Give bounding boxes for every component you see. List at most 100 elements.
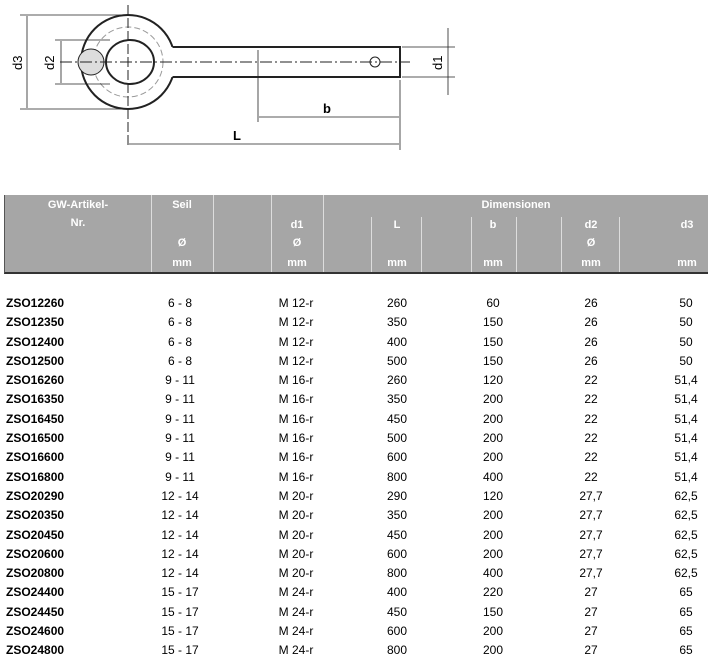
cell-d3: 65 [679,643,693,658]
cell-art: ZSO12260 [6,296,65,310]
cell-d2: 27 [584,585,598,600]
header-art: GW-Artikel- [47,199,109,211]
cell-art: ZSO20600 [6,546,65,561]
cell-d2: 26 [584,296,598,310]
cell-d1: M 24-r [278,624,314,639]
cell-L: 800 [386,643,408,658]
cell-d1: M 12-r [278,334,314,349]
cell-seil: 6 - 8 [167,296,192,310]
cell-d3: 51,4 [674,411,698,426]
cell-L: 260 [386,373,408,388]
header-d2-mm: mm [581,257,601,269]
cell-art: ZSO12500 [6,353,65,368]
cell-d2: 27 [584,643,598,658]
cell-L: 350 [386,392,408,407]
table-row: ZSO20800 12 - 14 M 20-r 800 400 27,7 62,5 [0,563,708,582]
table-row: ZSO12400 6 - 8 M 12-r 400 150 26 50 [0,332,708,351]
cell-d2: 22 [584,373,598,388]
cell-b: 200 [482,643,504,658]
cell-d2: 27 [584,624,598,639]
table-row: ZSO16800 9 - 11 M 16-r 800 400 22 51,4 [0,467,708,486]
cell-seil: 12 - 14 [161,488,199,503]
cell-L: 260 [386,296,408,310]
cell-L: 350 [386,508,408,523]
header-dimensionen: Dimensionen [481,199,551,211]
cell-b: 120 [482,373,504,388]
cell-b: 200 [482,411,504,426]
header-d3-mm: mm [677,257,697,269]
header-b-mm: mm [483,257,503,269]
cell-seil: 6 - 8 [167,334,192,349]
cell-seil: 9 - 11 [165,469,195,484]
table-row: ZSO20290 12 - 14 M 20-r 290 120 27,7 62,5 [0,486,708,505]
table-row: ZSO24450 15 - 17 M 24-r 450 150 27 65 [0,602,708,621]
cell-d1: M 12-r [278,353,314,368]
cell-L: 400 [386,585,408,600]
cell-b: 60 [486,296,500,310]
cell-d3: 65 [679,585,693,600]
table-row: ZSO16450 9 - 11 M 16-r 450 200 22 51,4 [0,409,708,428]
cell-L: 600 [386,450,408,465]
header-L: L [393,219,401,231]
cell-d3: 65 [679,624,693,639]
cell-d1: M 20-r [278,546,314,561]
cell-art: ZSO20450 [6,527,65,542]
cell-L: 350 [386,315,408,330]
cell-art: ZSO24450 [6,604,65,619]
cell-seil: 12 - 14 [161,546,199,561]
cell-art: ZSO16600 [6,450,65,465]
cell-d3: 62,5 [674,527,698,542]
header-d3: d3 [680,219,694,231]
label-d1: d1 [430,56,445,70]
table-row: ZSO24800 15 - 17 M 24-r 800 200 27 65 [0,640,708,659]
cell-d3: 50 [679,334,693,349]
cell-seil: 12 - 14 [161,508,199,523]
cell-seil: 6 - 8 [167,315,192,330]
label-d2: d2 [42,56,57,70]
label-d3: d3 [10,56,25,70]
cell-L: 600 [386,546,408,561]
cell-d2: 22 [584,431,598,446]
cell-d2: 26 [584,353,598,368]
cell-L: 800 [386,469,408,484]
header-d2-dia: Ø [586,237,596,249]
cell-b: 150 [482,604,504,619]
cell-d3: 51,4 [674,431,698,446]
header-seil-dia: Ø [177,237,187,249]
cell-L: 800 [386,566,408,581]
table-row: ZSO16350 9 - 11 M 16-r 350 200 22 51,4 [0,389,708,408]
header-seil-mm: mm [172,257,192,269]
header-d1-mm: mm [287,257,307,269]
cell-d2: 27 [584,604,598,619]
header-b: b [489,219,497,231]
cell-seil: 12 - 14 [161,566,199,581]
cell-d1: M 12-r [278,296,314,310]
table-header: GW-Artikel- Nr. Seil Ø mm d1 Ø mm Dimens… [4,195,708,274]
cell-d1: M 16-r [278,411,314,426]
cell-d3: 62,5 [674,566,698,581]
cell-b: 200 [482,431,504,446]
cell-art: ZSO20800 [6,566,65,581]
cell-d2: 27,7 [579,527,603,542]
cell-b: 200 [482,508,504,523]
cell-b: 200 [482,450,504,465]
cell-d2: 22 [584,469,598,484]
cell-seil: 9 - 11 [165,411,195,426]
cell-d2: 22 [584,411,598,426]
cell-d3: 50 [679,315,693,330]
cell-b: 200 [482,527,504,542]
eye-bolt-drawing: d3 d2 d1 b L [10,5,455,150]
table-row: ZSO20600 12 - 14 M 20-r 600 200 27,7 62,5 [0,544,708,563]
cell-d2: 27,7 [579,508,603,523]
table-row: ZSO20450 12 - 14 M 20-r 450 200 27,7 62,5 [0,525,708,544]
cell-L: 450 [386,411,408,426]
cell-d1: M 20-r [278,527,314,542]
cell-b: 200 [482,546,504,561]
cell-d3: 65 [679,604,693,619]
header-seil: Seil [172,199,192,211]
cell-d1: M 24-r [278,604,314,619]
cell-L: 600 [386,624,408,639]
cell-b: 400 [482,469,504,484]
table-row: ZSO12350 6 - 8 M 12-r 350 150 26 50 [0,312,708,331]
cell-d1: M 16-r [278,431,314,446]
